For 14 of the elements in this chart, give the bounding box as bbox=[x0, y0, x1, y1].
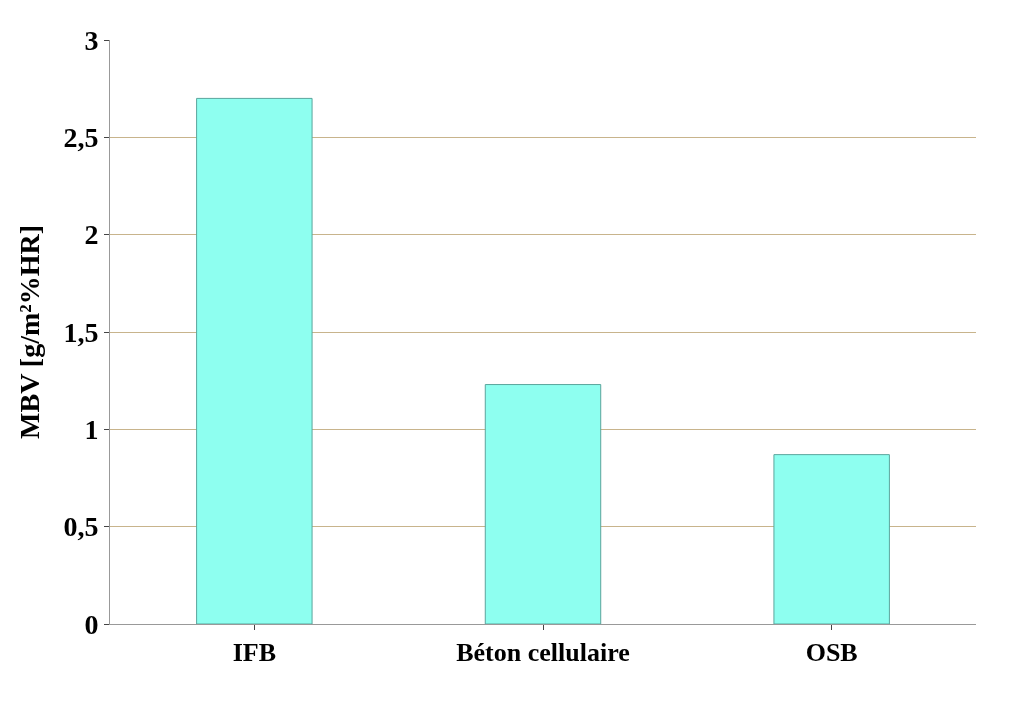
x-tick-label: IFB bbox=[232, 638, 276, 668]
y-tick-label: 3 bbox=[84, 24, 99, 56]
y-tick-label: 0,5 bbox=[63, 511, 99, 543]
bar bbox=[773, 454, 890, 624]
y-axis-title: MBV [g/m²%HR] bbox=[14, 225, 46, 439]
y-tick-label: 2 bbox=[84, 219, 99, 251]
y-tick-label: 1 bbox=[84, 414, 99, 446]
x-tick-label: Béton cellulaire bbox=[456, 638, 630, 668]
y-tick-label: 1,5 bbox=[63, 316, 99, 348]
bar bbox=[196, 97, 313, 624]
x-tick-label: OSB bbox=[805, 638, 858, 668]
y-tick-label: 0 bbox=[84, 608, 99, 640]
bar bbox=[484, 384, 602, 624]
y-tick-label: 2,5 bbox=[63, 122, 99, 154]
